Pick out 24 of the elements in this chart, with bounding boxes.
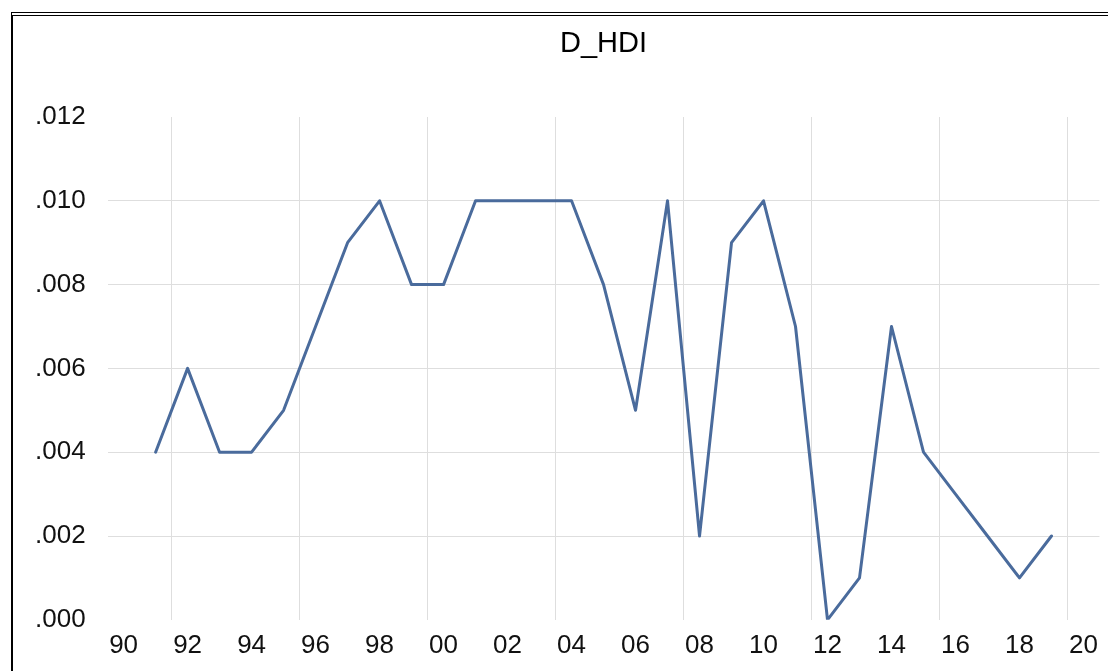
x-tick-label: 14 — [877, 628, 906, 659]
x-tick-label: 90 — [109, 628, 139, 659]
y-tick-label: .000 — [34, 602, 86, 633]
y-tick-label: .004 — [34, 435, 86, 466]
x-tick-label: 12 — [813, 628, 842, 659]
y-tick-label: .008 — [34, 267, 86, 298]
x-tick-label: 04 — [557, 628, 586, 659]
y-tick-label: .012 — [34, 100, 86, 131]
x-tick-label: 16 — [941, 628, 970, 659]
x-tick-label: 98 — [365, 628, 395, 659]
x-tick-label: 06 — [621, 628, 650, 659]
y-tick-label: .002 — [34, 519, 86, 550]
x-tick-label: 96 — [301, 628, 331, 659]
y-tick-label: .006 — [34, 351, 86, 382]
y-tick-label: .010 — [34, 183, 86, 214]
chart-title: D_HDI — [560, 26, 648, 58]
x-tick-label: 00 — [429, 628, 459, 659]
x-tick-label: 10 — [749, 628, 778, 659]
x-tick-label: 92 — [173, 628, 203, 659]
x-tick-label: 02 — [493, 628, 523, 659]
x-tick-label: 18 — [1005, 628, 1034, 659]
x-tick-label: 20 — [1069, 628, 1098, 659]
x-tick-label: 08 — [685, 628, 714, 659]
x-tick-label: 94 — [237, 628, 267, 659]
